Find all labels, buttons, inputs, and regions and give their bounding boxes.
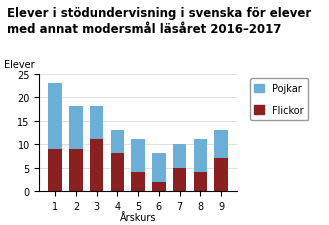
Bar <box>90 140 103 191</box>
Legend: Pojkar, Flickor: Pojkar, Flickor <box>250 79 309 120</box>
Bar <box>48 149 62 191</box>
Bar <box>152 182 166 191</box>
Bar <box>215 130 228 158</box>
Bar <box>215 158 228 191</box>
Bar <box>132 173 145 191</box>
Bar <box>48 84 62 149</box>
Bar <box>194 173 207 191</box>
Bar <box>152 154 166 182</box>
Bar <box>132 140 145 173</box>
Bar <box>69 107 83 149</box>
X-axis label: Årskurs: Årskurs <box>120 212 156 222</box>
Bar <box>194 140 207 173</box>
Text: Elever: Elever <box>4 60 35 70</box>
Bar <box>173 144 187 168</box>
Bar <box>111 154 124 191</box>
Bar <box>173 168 187 191</box>
Bar <box>111 130 124 154</box>
Bar <box>69 149 83 191</box>
Text: Elever i stödundervisning i svenska för elever
med annat modersmål läsåret 2016–: Elever i stödundervisning i svenska för … <box>7 7 311 36</box>
Bar <box>90 107 103 140</box>
